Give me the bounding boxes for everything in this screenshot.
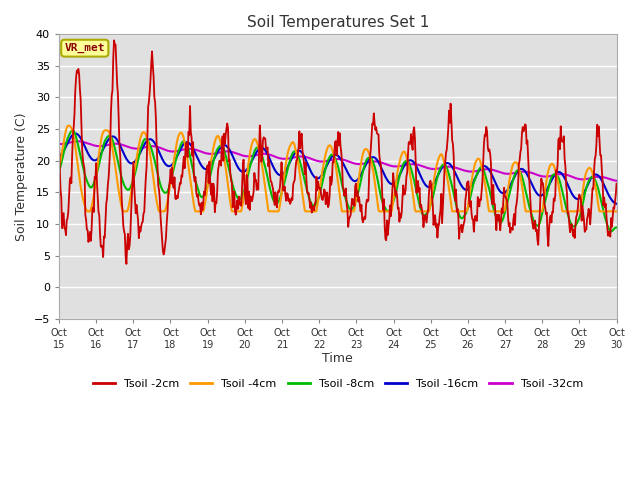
Title: Soil Temperatures Set 1: Soil Temperatures Set 1 <box>246 15 429 30</box>
Y-axis label: Soil Temperature (C): Soil Temperature (C) <box>15 112 28 241</box>
Text: VR_met: VR_met <box>65 43 105 53</box>
Legend: Tsoil -2cm, Tsoil -4cm, Tsoil -8cm, Tsoil -16cm, Tsoil -32cm: Tsoil -2cm, Tsoil -4cm, Tsoil -8cm, Tsoi… <box>88 374 588 393</box>
X-axis label: Time: Time <box>323 352 353 365</box>
